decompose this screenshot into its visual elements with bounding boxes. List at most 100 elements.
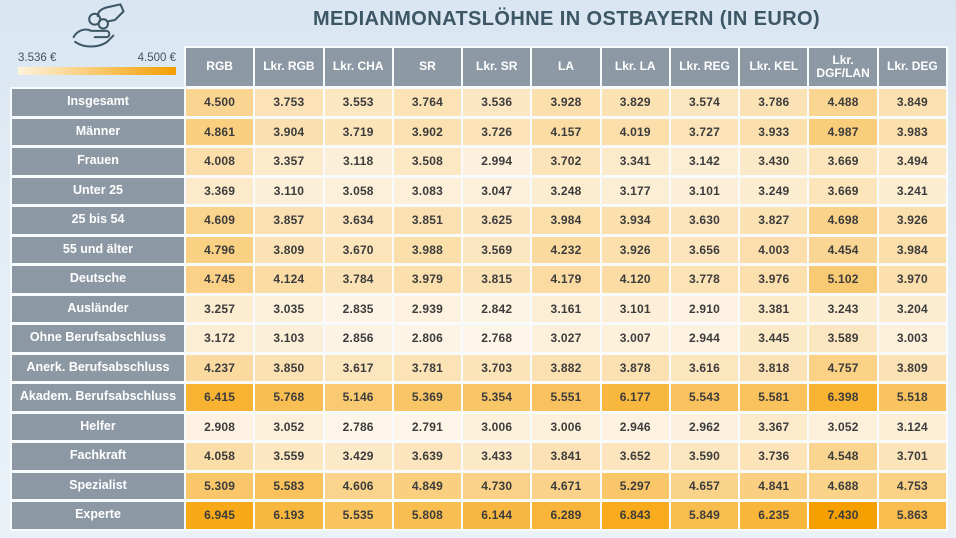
heatmap-cell: 4.861 (183, 116, 256, 147)
heatmap-cell: 3.933 (738, 116, 810, 147)
heatmap-cell: 3.809 (253, 234, 325, 265)
heatmap-cell: 3.003 (876, 323, 949, 354)
heatmap-cell: 4.237 (183, 352, 256, 383)
column-header: Lkr. LA (599, 46, 671, 88)
heatmap-cell: 3.849 (876, 87, 949, 118)
heatmap-cell: 3.052 (807, 411, 879, 442)
heatmap-cell: 4.008 (183, 146, 256, 177)
heatmap-cell: 3.719 (322, 116, 394, 147)
heatmap-cell: 3.103 (253, 323, 325, 354)
heatmap-cell: 3.027 (530, 323, 602, 354)
row-header: Experte (10, 500, 186, 531)
heatmap-cell: 2.806 (391, 323, 464, 354)
heatmap-cell: 3.979 (391, 264, 464, 295)
hand-coins-icon (18, 2, 176, 50)
heatmap-cell: 3.727 (668, 116, 741, 147)
heatmap-cell: 3.639 (391, 441, 464, 472)
heatmap-cell: 3.983 (876, 116, 949, 147)
heatmap-cell: 2.768 (461, 323, 533, 354)
heatmap-cell: 3.508 (391, 146, 464, 177)
heatmap-cell: 6.144 (461, 500, 533, 531)
heatmap-cell: 3.815 (461, 264, 533, 295)
column-header: Lkr. CHA (322, 46, 394, 88)
heatmap-cell: 3.367 (738, 411, 810, 442)
heatmap-cell: 3.976 (738, 264, 810, 295)
legend-max-label: 4.500 € (137, 52, 176, 64)
heatmap-cell: 3.652 (599, 441, 671, 472)
heatmap-cell: 3.850 (253, 352, 325, 383)
heatmap-cell: 3.083 (391, 175, 464, 206)
heatmap-cell: 5.146 (322, 382, 394, 413)
heatmap-cell: 3.369 (183, 175, 256, 206)
heatmap-cell: 4.698 (807, 205, 879, 236)
heatmap-cell: 3.726 (461, 116, 533, 147)
heatmap-cell: 4.157 (530, 116, 602, 147)
heatmap-cell: 6.193 (253, 500, 325, 531)
column-header: Lkr. REG (668, 46, 741, 88)
heatmap-cell: 6.945 (183, 500, 256, 531)
heatmap-cell: 4.753 (876, 470, 949, 501)
heatmap-cell: 3.536 (461, 87, 533, 118)
heatmap-cell: 4.454 (807, 234, 879, 265)
heatmap-cell: 6.398 (807, 382, 879, 413)
heatmap-cell: 3.984 (876, 234, 949, 265)
heatmap-cell: 3.630 (668, 205, 741, 236)
heatmap-cell: 3.248 (530, 175, 602, 206)
heatmap-cell: 3.970 (876, 264, 949, 295)
heatmap-cell: 4.548 (807, 441, 879, 472)
heatmap-cell: 4.987 (807, 116, 879, 147)
heatmap-cell: 3.988 (391, 234, 464, 265)
column-header: Lkr. DEG (876, 46, 949, 88)
heatmap-cell: 2.944 (668, 323, 741, 354)
heatmap-cell: 3.257 (183, 293, 256, 324)
heatmap-cell: 3.161 (530, 293, 602, 324)
heatmap-cell: 2.939 (391, 293, 464, 324)
heatmap-cell: 6.289 (530, 500, 602, 531)
heatmap-cell: 3.101 (599, 293, 671, 324)
heatmap-cell: 3.617 (322, 352, 394, 383)
heatmap-cell: 4.671 (530, 470, 602, 501)
heatmap-cell: 3.809 (876, 352, 949, 383)
heatmap-cell: 3.559 (253, 441, 325, 472)
row-header: Spezialist (10, 470, 186, 501)
row-header: Frauen (10, 146, 186, 177)
row-header: Männer (10, 116, 186, 147)
heatmap-cell: 3.243 (807, 293, 879, 324)
legend: 3.536 € 4.500 € (18, 2, 176, 75)
column-header: Lkr. RGB (253, 46, 325, 88)
heatmap-cell: 4.232 (530, 234, 602, 265)
heatmap-cell: 3.381 (738, 293, 810, 324)
heatmap-cell: 4.688 (807, 470, 879, 501)
heatmap-cell: 5.551 (530, 382, 602, 413)
heatmap-cell: 4.500 (183, 87, 256, 118)
heatmap-cell: 2.791 (391, 411, 464, 442)
legend-labels: 3.536 € 4.500 € (18, 52, 176, 64)
heatmap-cell: 5.518 (876, 382, 949, 413)
row-header: Fachkraft (10, 441, 186, 472)
heatmap-cell: 5.369 (391, 382, 464, 413)
heatmap-cell: 2.856 (322, 323, 394, 354)
column-header: SR (391, 46, 464, 88)
heatmap-cell: 3.433 (461, 441, 533, 472)
heatmap-cell: 4.124 (253, 264, 325, 295)
heatmap-cell: 4.745 (183, 264, 256, 295)
heatmap-cell: 3.857 (253, 205, 325, 236)
heatmap-cell: 3.625 (461, 205, 533, 236)
row-header: Unter 25 (10, 175, 186, 206)
heatmap-cell: 3.574 (668, 87, 741, 118)
heatmap-cell: 3.616 (668, 352, 741, 383)
heatmap-cell: 3.124 (876, 411, 949, 442)
heatmap-cell: 6.177 (599, 382, 671, 413)
row-header: Deutsche (10, 264, 186, 295)
heatmap-cell: 2.994 (461, 146, 533, 177)
heatmap-cell: 3.827 (738, 205, 810, 236)
heatmap-cell: 5.354 (461, 382, 533, 413)
heatmap-cell: 5.863 (876, 500, 949, 531)
heatmap-cell: 3.249 (738, 175, 810, 206)
row-header: 55 und älter (10, 234, 186, 265)
heatmap-cell: 3.841 (530, 441, 602, 472)
heatmap-cell: 3.177 (599, 175, 671, 206)
heatmap-cell: 4.796 (183, 234, 256, 265)
heatmap-cell: 4.730 (461, 470, 533, 501)
legend-gradient-bar (18, 67, 176, 75)
